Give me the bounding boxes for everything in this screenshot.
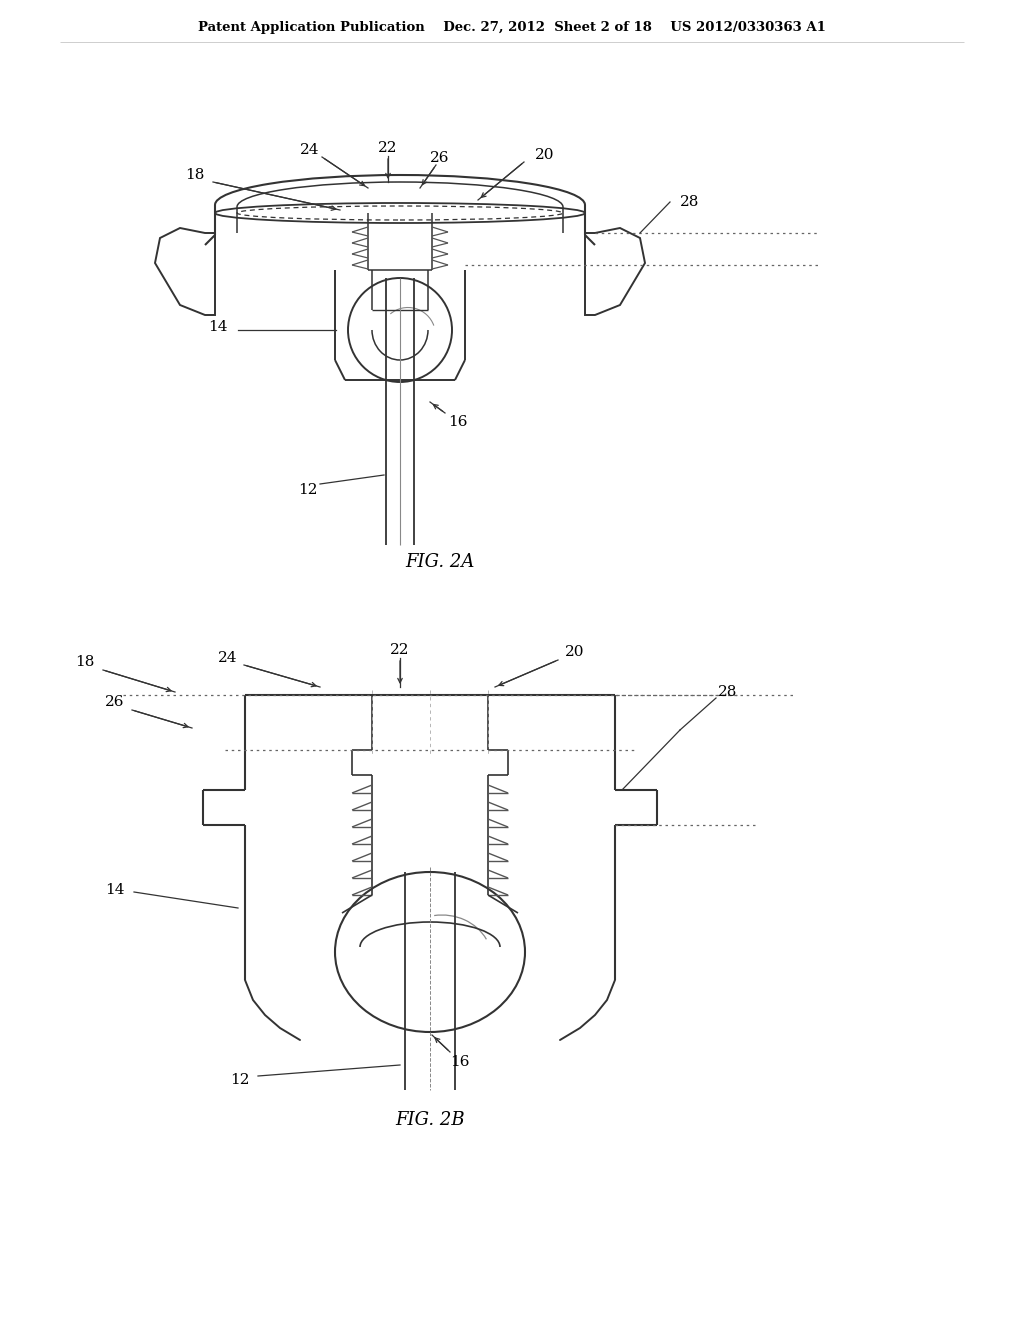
Text: 16: 16 [449,414,468,429]
Text: 28: 28 [680,195,699,209]
Text: FIG. 2B: FIG. 2B [395,1111,465,1129]
Text: 22: 22 [390,643,410,657]
Text: 22: 22 [378,141,397,154]
Text: 16: 16 [451,1055,470,1069]
Text: 14: 14 [105,883,125,898]
Text: FIG. 2A: FIG. 2A [406,553,475,572]
Text: 18: 18 [76,655,94,669]
Text: 24: 24 [300,143,319,157]
Text: 26: 26 [105,696,125,709]
Text: Patent Application Publication    Dec. 27, 2012  Sheet 2 of 18    US 2012/033036: Patent Application Publication Dec. 27, … [198,21,826,33]
Text: 24: 24 [218,651,238,665]
Text: 28: 28 [718,685,737,700]
Text: 18: 18 [185,168,205,182]
Text: 20: 20 [565,645,585,659]
Text: 12: 12 [230,1073,250,1086]
Text: 20: 20 [536,148,555,162]
Text: 26: 26 [430,150,450,165]
Text: 14: 14 [208,319,227,334]
Text: 12: 12 [298,483,317,498]
